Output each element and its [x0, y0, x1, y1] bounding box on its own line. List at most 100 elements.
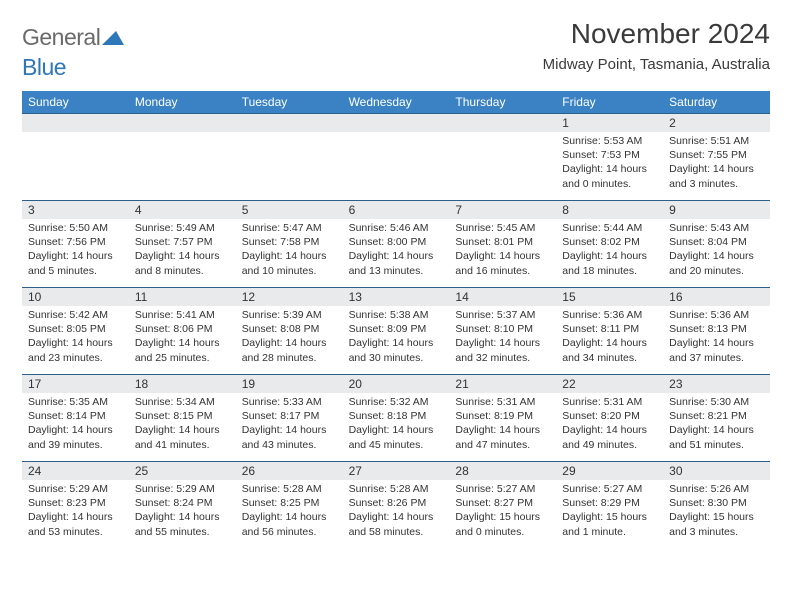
logo-text: General Blue [22, 24, 124, 81]
cell-body: Sunrise: 5:28 AMSunset: 8:25 PMDaylight:… [236, 480, 343, 543]
cell-body [22, 132, 129, 138]
sunset-text: Sunset: 8:24 PM [135, 496, 230, 510]
calendar-cell: 13Sunrise: 5:38 AMSunset: 8:09 PMDayligh… [343, 288, 450, 374]
day-number: 15 [556, 288, 663, 306]
location-subtitle: Midway Point, Tasmania, Australia [543, 56, 770, 73]
sunset-text: Sunset: 8:17 PM [242, 409, 337, 423]
calendar-cell: 29Sunrise: 5:27 AMSunset: 8:29 PMDayligh… [556, 462, 663, 548]
daylight-text: Daylight: 14 hours and 32 minutes. [455, 336, 550, 364]
sunset-text: Sunset: 8:30 PM [669, 496, 764, 510]
day-number: 4 [129, 201, 236, 219]
cell-body: Sunrise: 5:38 AMSunset: 8:09 PMDaylight:… [343, 306, 450, 369]
daylight-text: Daylight: 14 hours and 41 minutes. [135, 423, 230, 451]
calendar-cell: 16Sunrise: 5:36 AMSunset: 8:13 PMDayligh… [663, 288, 770, 374]
sunrise-text: Sunrise: 5:36 AM [669, 308, 764, 322]
calendar: Sunday Monday Tuesday Wednesday Thursday… [22, 91, 770, 548]
sunrise-text: Sunrise: 5:34 AM [135, 395, 230, 409]
daylight-text: Daylight: 14 hours and 58 minutes. [349, 510, 444, 538]
sunset-text: Sunset: 8:10 PM [455, 322, 550, 336]
daylight-text: Daylight: 14 hours and 0 minutes. [562, 162, 657, 190]
calendar-cell: 10Sunrise: 5:42 AMSunset: 8:05 PMDayligh… [22, 288, 129, 374]
sunset-text: Sunset: 8:18 PM [349, 409, 444, 423]
daylight-text: Daylight: 14 hours and 49 minutes. [562, 423, 657, 451]
day-number: 12 [236, 288, 343, 306]
daylight-text: Daylight: 14 hours and 25 minutes. [135, 336, 230, 364]
day-number: 18 [129, 375, 236, 393]
week-row: 3Sunrise: 5:50 AMSunset: 7:56 PMDaylight… [22, 200, 770, 287]
sunset-text: Sunset: 8:00 PM [349, 235, 444, 249]
week-row: 1Sunrise: 5:53 AMSunset: 7:53 PMDaylight… [22, 113, 770, 200]
sunrise-text: Sunrise: 5:42 AM [28, 308, 123, 322]
sunset-text: Sunset: 8:21 PM [669, 409, 764, 423]
cell-body: Sunrise: 5:35 AMSunset: 8:14 PMDaylight:… [22, 393, 129, 456]
daylight-text: Daylight: 15 hours and 3 minutes. [669, 510, 764, 538]
daylight-text: Daylight: 14 hours and 45 minutes. [349, 423, 444, 451]
sunrise-text: Sunrise: 5:29 AM [135, 482, 230, 496]
daylight-text: Daylight: 14 hours and 51 minutes. [669, 423, 764, 451]
title-block: November 2024 Midway Point, Tasmania, Au… [543, 18, 770, 73]
calendar-cell: 22Sunrise: 5:31 AMSunset: 8:20 PMDayligh… [556, 375, 663, 461]
sunrise-text: Sunrise: 5:27 AM [455, 482, 550, 496]
cell-body: Sunrise: 5:29 AMSunset: 8:24 PMDaylight:… [129, 480, 236, 543]
day-number: 27 [343, 462, 450, 480]
sunset-text: Sunset: 7:57 PM [135, 235, 230, 249]
sunset-text: Sunset: 8:05 PM [28, 322, 123, 336]
calendar-cell: 1Sunrise: 5:53 AMSunset: 7:53 PMDaylight… [556, 114, 663, 200]
daylight-text: Daylight: 14 hours and 47 minutes. [455, 423, 550, 451]
sunset-text: Sunset: 8:27 PM [455, 496, 550, 510]
sunrise-text: Sunrise: 5:31 AM [455, 395, 550, 409]
cell-body: Sunrise: 5:33 AMSunset: 8:17 PMDaylight:… [236, 393, 343, 456]
calendar-cell: 3Sunrise: 5:50 AMSunset: 7:56 PMDaylight… [22, 201, 129, 287]
cell-body: Sunrise: 5:42 AMSunset: 8:05 PMDaylight:… [22, 306, 129, 369]
daylight-text: Daylight: 15 hours and 0 minutes. [455, 510, 550, 538]
cell-body [449, 132, 556, 138]
calendar-cell: 24Sunrise: 5:29 AMSunset: 8:23 PMDayligh… [22, 462, 129, 548]
cell-body: Sunrise: 5:29 AMSunset: 8:23 PMDaylight:… [22, 480, 129, 543]
daylight-text: Daylight: 14 hours and 34 minutes. [562, 336, 657, 364]
daylight-text: Daylight: 14 hours and 18 minutes. [562, 249, 657, 277]
calendar-cell: 30Sunrise: 5:26 AMSunset: 8:30 PMDayligh… [663, 462, 770, 548]
day-number: 6 [343, 201, 450, 219]
sunset-text: Sunset: 8:09 PM [349, 322, 444, 336]
calendar-cell [343, 114, 450, 200]
weeks-container: 1Sunrise: 5:53 AMSunset: 7:53 PMDaylight… [22, 113, 770, 548]
sunrise-text: Sunrise: 5:41 AM [135, 308, 230, 322]
day-number [449, 114, 556, 132]
sunrise-text: Sunrise: 5:45 AM [455, 221, 550, 235]
calendar-cell: 26Sunrise: 5:28 AMSunset: 8:25 PMDayligh… [236, 462, 343, 548]
dow-saturday: Saturday [663, 91, 770, 113]
dow-wednesday: Wednesday [343, 91, 450, 113]
daylight-text: Daylight: 14 hours and 53 minutes. [28, 510, 123, 538]
sunset-text: Sunset: 8:25 PM [242, 496, 337, 510]
cell-body: Sunrise: 5:32 AMSunset: 8:18 PMDaylight:… [343, 393, 450, 456]
calendar-cell: 25Sunrise: 5:29 AMSunset: 8:24 PMDayligh… [129, 462, 236, 548]
calendar-cell: 20Sunrise: 5:32 AMSunset: 8:18 PMDayligh… [343, 375, 450, 461]
day-number: 19 [236, 375, 343, 393]
sunrise-text: Sunrise: 5:28 AM [349, 482, 444, 496]
sunset-text: Sunset: 8:11 PM [562, 322, 657, 336]
cell-body: Sunrise: 5:27 AMSunset: 8:29 PMDaylight:… [556, 480, 663, 543]
cell-body [129, 132, 236, 138]
dow-monday: Monday [129, 91, 236, 113]
daylight-text: Daylight: 15 hours and 1 minute. [562, 510, 657, 538]
sunset-text: Sunset: 8:04 PM [669, 235, 764, 249]
daylight-text: Daylight: 14 hours and 56 minutes. [242, 510, 337, 538]
daylight-text: Daylight: 14 hours and 37 minutes. [669, 336, 764, 364]
daylight-text: Daylight: 14 hours and 5 minutes. [28, 249, 123, 277]
day-number: 7 [449, 201, 556, 219]
sunset-text: Sunset: 8:26 PM [349, 496, 444, 510]
week-row: 24Sunrise: 5:29 AMSunset: 8:23 PMDayligh… [22, 461, 770, 548]
sunrise-text: Sunrise: 5:31 AM [562, 395, 657, 409]
calendar-cell: 15Sunrise: 5:36 AMSunset: 8:11 PMDayligh… [556, 288, 663, 374]
sunrise-text: Sunrise: 5:47 AM [242, 221, 337, 235]
sunrise-text: Sunrise: 5:38 AM [349, 308, 444, 322]
calendar-cell: 11Sunrise: 5:41 AMSunset: 8:06 PMDayligh… [129, 288, 236, 374]
daylight-text: Daylight: 14 hours and 30 minutes. [349, 336, 444, 364]
sunset-text: Sunset: 8:06 PM [135, 322, 230, 336]
sunset-text: Sunset: 8:01 PM [455, 235, 550, 249]
cell-body [343, 132, 450, 138]
calendar-cell: 4Sunrise: 5:49 AMSunset: 7:57 PMDaylight… [129, 201, 236, 287]
sunrise-text: Sunrise: 5:28 AM [242, 482, 337, 496]
day-number: 16 [663, 288, 770, 306]
cell-body: Sunrise: 5:49 AMSunset: 7:57 PMDaylight:… [129, 219, 236, 282]
